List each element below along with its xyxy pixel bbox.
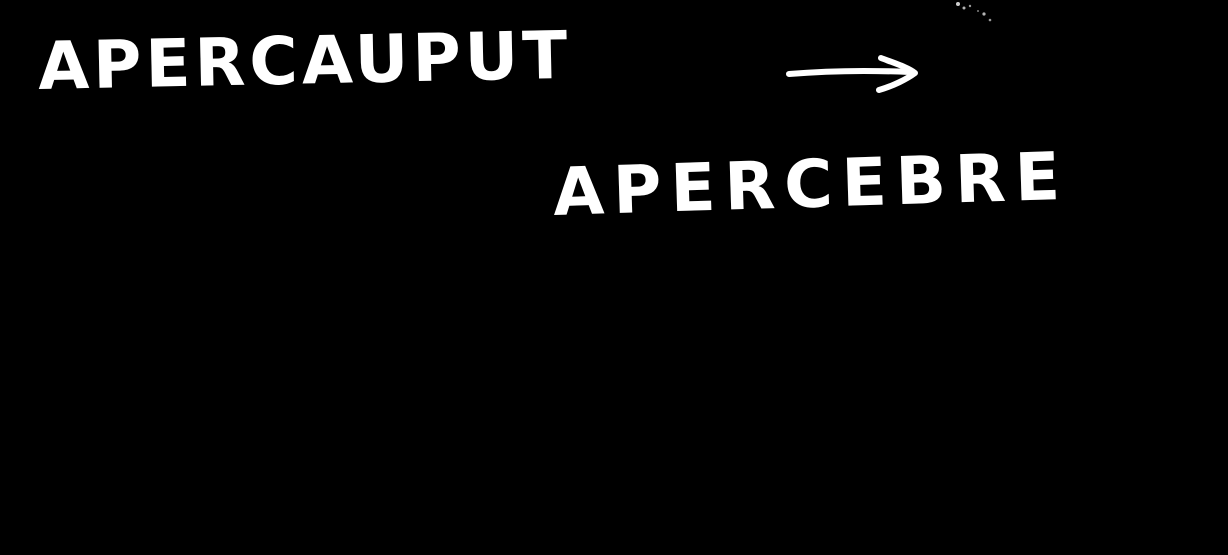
scan-noise-speck (956, 2, 992, 22)
handwritten-word-apercauput: APERCAUPUT (37, 16, 573, 105)
arrow-right-icon (786, 55, 918, 93)
handwritten-word-apercebre: APERCEBRE (551, 137, 1071, 231)
